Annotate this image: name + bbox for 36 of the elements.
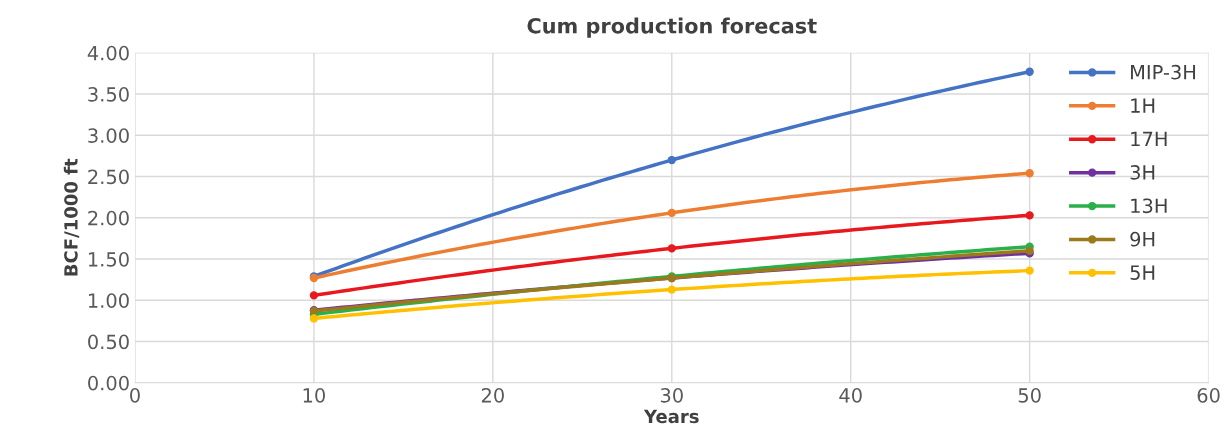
point xyxy=(1025,266,1034,275)
point xyxy=(667,208,676,218)
y-axis-title: BCF/1000 ft xyxy=(63,158,80,276)
x-axis-title: Years xyxy=(643,409,699,424)
y-tick-label: 0.50 xyxy=(88,334,129,350)
y-tick-label: 0.00 xyxy=(88,375,129,391)
point xyxy=(1025,169,1034,178)
x-tick-label: 30 xyxy=(660,388,683,403)
y-tick-label: 1.00 xyxy=(88,293,129,308)
point xyxy=(309,291,319,300)
x-tick-label: 50 xyxy=(1018,388,1041,403)
x-tick-label: 0 xyxy=(130,388,140,403)
y-tick-label: 1.50 xyxy=(88,252,129,267)
legend-label: 1H xyxy=(1131,98,1155,113)
x-tick-label: 20 xyxy=(481,388,504,403)
point xyxy=(1025,67,1034,76)
point xyxy=(667,155,676,165)
y-tick-label: 4.00 xyxy=(87,45,129,61)
point xyxy=(1025,211,1034,220)
legend-label: 9H xyxy=(1130,231,1155,247)
chart-title: Cum production forecast xyxy=(527,17,817,38)
y-tick-label: 3.50 xyxy=(88,87,129,102)
point xyxy=(667,244,676,253)
y-tick-label: 2.00 xyxy=(88,210,129,226)
legend-label: MIP-3H xyxy=(1131,64,1196,80)
legend-label: 17H xyxy=(1131,131,1167,147)
legend-label: 3H xyxy=(1130,165,1155,180)
y-tick-label: 3.00 xyxy=(88,128,129,143)
x-tick-label: 10 xyxy=(303,388,325,403)
legend-label: 5H xyxy=(1130,265,1155,280)
point xyxy=(667,285,676,294)
legend-label: 13H xyxy=(1131,198,1167,214)
x-tick-label: 40 xyxy=(839,388,862,403)
x-tick-label: 60 xyxy=(1197,388,1220,403)
y-tick-label: 2.50 xyxy=(88,169,129,185)
point xyxy=(309,314,319,323)
